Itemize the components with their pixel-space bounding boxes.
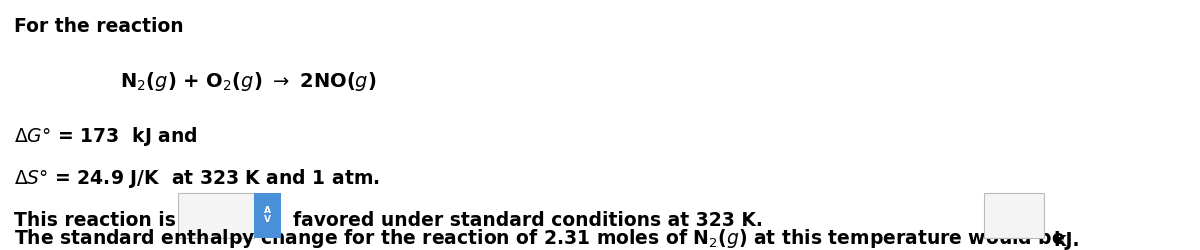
Text: kJ.: kJ.: [1054, 231, 1080, 250]
Text: $\Delta S°$ = 24.9 J/K  at 323 K and 1 atm.: $\Delta S°$ = 24.9 J/K at 323 K and 1 at…: [14, 168, 380, 190]
Text: For the reaction: For the reaction: [14, 18, 184, 36]
FancyBboxPatch shape: [178, 192, 254, 238]
Text: The standard enthalpy change for the reaction of 2.31 moles of N$_2$($g$) at thi: The standard enthalpy change for the rea…: [14, 227, 1066, 250]
Text: favored under standard conditions at 323 K.: favored under standard conditions at 323…: [293, 211, 763, 230]
FancyBboxPatch shape: [254, 192, 281, 238]
Text: $\Delta G°$ = 173  kJ and: $\Delta G°$ = 173 kJ and: [14, 125, 198, 148]
Text: N$_2$($g$) + O$_2$($g$) $\rightarrow$ 2NO($g$): N$_2$($g$) + O$_2$($g$) $\rightarrow$ 2N…: [120, 70, 377, 93]
FancyBboxPatch shape: [984, 192, 1044, 238]
Text: A
V: A V: [264, 206, 271, 224]
Text: This reaction is: This reaction is: [14, 211, 176, 230]
